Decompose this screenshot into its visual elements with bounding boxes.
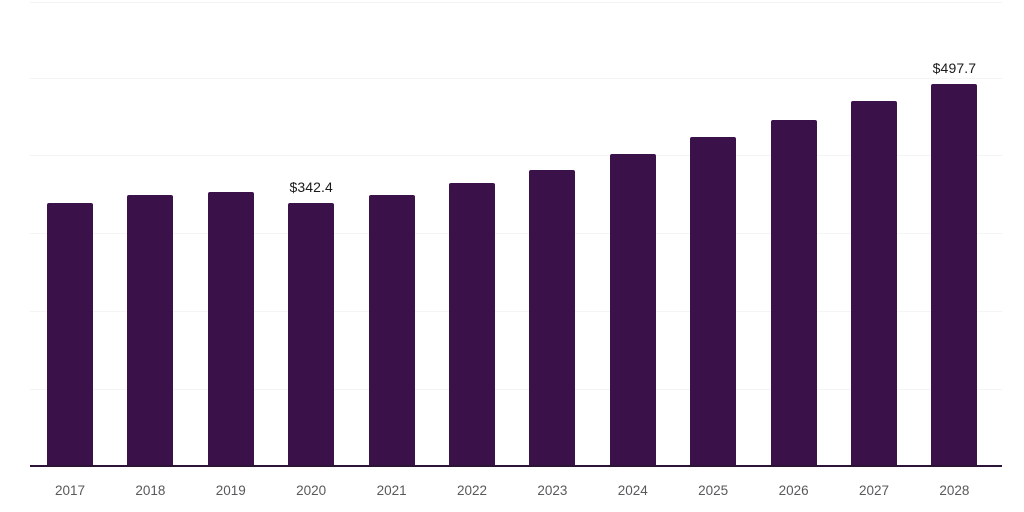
- bar-2018[interactable]: [127, 195, 174, 465]
- gridline: [30, 78, 1002, 79]
- x-tick-label-2019: 2019: [215, 483, 246, 498]
- bar-2026[interactable]: [770, 120, 817, 465]
- bar-2017[interactable]: [47, 202, 93, 465]
- plot-area: $342.4 $497.7: [30, 2, 1002, 467]
- x-tick-label-2017: 2017: [54, 483, 86, 498]
- value-label-2028: $497.7: [932, 59, 977, 76]
- bar-2027[interactable]: [851, 101, 897, 465]
- gridline: [30, 389, 1002, 390]
- bar-2019[interactable]: [207, 192, 254, 465]
- value-label-2020: $342.4: [289, 178, 333, 195]
- x-tick-label-2026: 2026: [778, 483, 809, 498]
- bar-2028[interactable]: [931, 83, 978, 465]
- gridline: [30, 311, 1002, 312]
- bar-2024[interactable]: [609, 154, 656, 465]
- x-tick-label-2018: 2018: [135, 483, 166, 498]
- x-tick-label-2021: 2021: [376, 483, 407, 498]
- x-tick-label-2028: 2028: [939, 483, 970, 498]
- x-tick-label-2027: 2027: [858, 483, 890, 498]
- bar-2025[interactable]: [690, 137, 737, 465]
- bar-2023[interactable]: [529, 170, 576, 465]
- gridline: [30, 2, 1002, 3]
- x-tick-label-2020: 2020: [296, 483, 327, 498]
- bar-2021[interactable]: [368, 195, 415, 465]
- x-axis-tick-labels: 2017 2018 2019 2020 2021 2022 2023 2024 2025 2026…: [0, 466, 1024, 512]
- gridline: [30, 233, 1002, 234]
- x-tick-label-2023: 2023: [537, 483, 568, 498]
- bar-2022[interactable]: [449, 183, 495, 465]
- gridline: [30, 155, 1002, 156]
- x-tick-label-2022: 2022: [456, 483, 488, 498]
- bars-layer: [47, 83, 978, 465]
- bar-2020[interactable]: [288, 202, 335, 465]
- x-tick-label-2025: 2025: [698, 483, 729, 498]
- x-axis-line: [30, 465, 1002, 467]
- x-tick-label-2024: 2024: [617, 483, 648, 498]
